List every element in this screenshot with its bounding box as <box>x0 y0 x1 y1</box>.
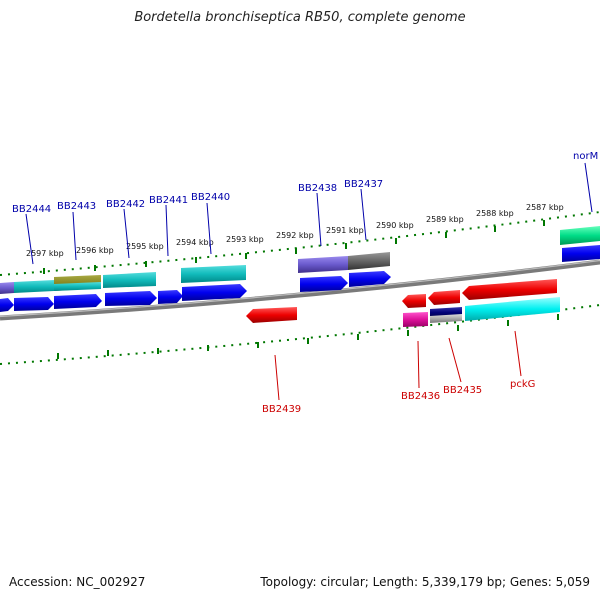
gene-arrow-bb2437 <box>349 271 391 287</box>
scale-label: 2590 kbp <box>376 221 414 230</box>
gene-bar-bb2443-teal <box>54 282 101 291</box>
gene-label-bb2435: BB2435 <box>443 385 482 396</box>
gene-arrow-norm <box>562 245 600 262</box>
gene-arrow-bb2443 <box>54 294 102 309</box>
scale-label: 2596 kbp <box>76 246 114 255</box>
scale-label: 2589 kbp <box>426 215 464 224</box>
scale-label: 2591 kbp <box>326 226 364 235</box>
forward-leader-lines <box>25 162 593 265</box>
gene-label-bb2439: BB2439 <box>262 404 301 415</box>
scale-labels: 2597 kbp 2596 kbp 2595 kbp 2594 kbp 2593… <box>26 203 564 258</box>
gene-bar-bb2436 <box>403 312 428 327</box>
gene-label-bb2437: BB2437 <box>344 179 383 190</box>
genome-backbone <box>0 259 600 321</box>
map-title: Bordetella bronchiseptica RB50, complete… <box>134 10 466 25</box>
scale-label: 2592 kbp <box>276 231 314 240</box>
gene-label-norm: norM <box>573 151 598 162</box>
gene-arrow-bb2440 <box>182 284 247 301</box>
gene-label-bb2442: BB2442 <box>106 199 145 210</box>
gene-arrow-bb2435 <box>428 290 460 305</box>
genome-summary-text: Topology: circular; Length: 5,339,179 bp… <box>260 575 590 589</box>
scale-label: 2593 kbp <box>226 235 264 244</box>
gene-arrow-bb2439 <box>246 307 297 323</box>
gene-bar-bb2440 <box>181 265 246 283</box>
scale-label: 2587 kbp <box>526 203 564 212</box>
scale-label: 2597 kbp <box>26 249 64 258</box>
reverse-gene-labels: BB2439 BB2436 BB2435 pckG <box>262 379 535 415</box>
accession-text: Accession: NC_002927 <box>9 575 146 589</box>
gene-label-bb2440: BB2440 <box>191 192 230 203</box>
major-ticks <box>43 220 559 359</box>
gene-label-pckg: pckG <box>510 379 535 390</box>
gene-bar-bb2442 <box>103 272 156 288</box>
genome-backbone-highlight <box>0 259 600 318</box>
gene-arrow-bb2442 <box>105 291 157 306</box>
gene-bar-pckg <box>465 297 560 321</box>
gene-bar-bb2438 <box>298 256 348 273</box>
gene-label-bb2443: BB2443 <box>57 201 96 212</box>
gene-label-bb2441: BB2441 <box>149 195 188 206</box>
gene-arrow-fwd-1 <box>0 298 14 312</box>
reverse-leader-lines <box>274 330 522 401</box>
gene-bar-bb2444-outer <box>0 282 14 294</box>
gene-bar-bb2435-lower <box>430 314 462 323</box>
scale-label: 2595 kbp <box>126 242 164 251</box>
forward-gene-labels: BB2444 BB2443 BB2442 BB2441 BB2440 BB243… <box>12 151 598 215</box>
gene-arrow-bb2438 <box>300 276 348 292</box>
scale-label: 2588 kbp <box>476 209 514 218</box>
gene-bar-norm <box>560 226 600 245</box>
gene-bar-bb2444 <box>14 280 54 293</box>
gene-label-bb2444: BB2444 <box>12 204 51 215</box>
gene-arrow-bb2444 <box>14 297 54 311</box>
gene-label-bb2438: BB2438 <box>298 183 337 194</box>
gene-bar-bb2437 <box>348 252 390 270</box>
gene-arrow-pckg <box>462 279 557 300</box>
gene-arrow-bb2441 <box>158 290 183 304</box>
scale-label: 2594 kbp <box>176 238 214 247</box>
gene-label-bb2436: BB2436 <box>401 391 440 402</box>
gene-arrow-bb2436 <box>402 294 426 308</box>
